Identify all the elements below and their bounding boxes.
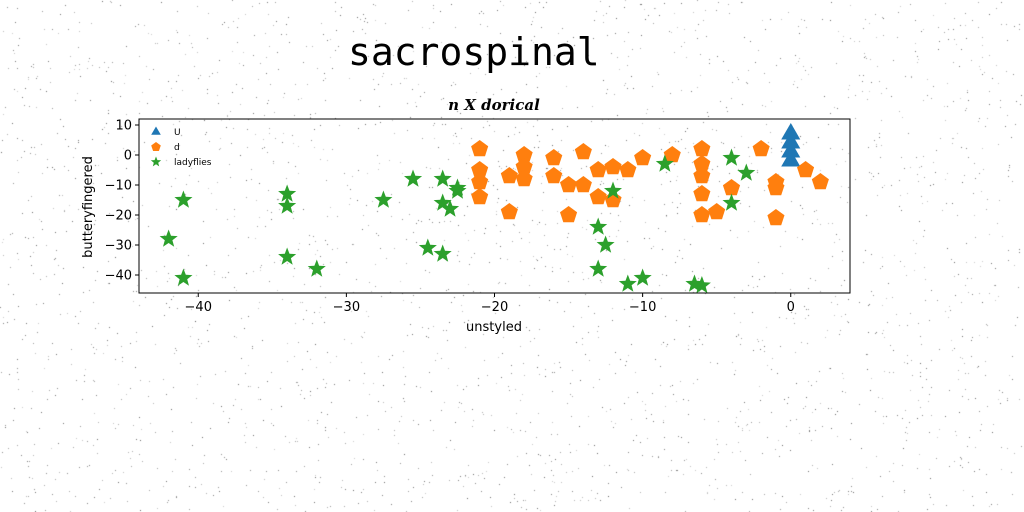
legend-label: d — [174, 143, 180, 153]
point-ladyflies — [448, 181, 467, 199]
point-d — [589, 188, 607, 205]
x-tick-label: −10 — [629, 300, 656, 315]
x-tick-label: −40 — [185, 300, 212, 315]
point-d — [560, 206, 578, 223]
point-ladyflies — [433, 244, 452, 262]
point-ladyflies — [418, 238, 437, 256]
point-ladyflies — [441, 199, 460, 217]
y-tick-label: 10 — [115, 119, 132, 134]
y-tick-label: 0 — [124, 149, 132, 164]
point-d — [604, 158, 622, 175]
point-d — [722, 179, 741, 196]
y-tick-label: −10 — [105, 179, 132, 194]
point-ladyflies — [722, 148, 741, 166]
point-d — [500, 167, 518, 184]
chart-marks — [159, 123, 829, 294]
x-tick-label: 0 — [787, 300, 795, 315]
point-d — [560, 176, 578, 193]
point-d — [471, 161, 489, 178]
point-d — [515, 170, 533, 187]
point-d — [574, 143, 592, 160]
y-axis-ticks: 10 0 −10 −20 −30 −40 — [105, 119, 139, 284]
point-u — [781, 141, 801, 158]
point-d — [634, 149, 652, 166]
point-d — [515, 158, 533, 175]
point-d — [619, 161, 637, 178]
legend-label: ladyflies — [174, 158, 212, 168]
point-d — [545, 149, 563, 166]
y-tick-label: −20 — [105, 209, 132, 224]
y-tick-label: −30 — [105, 239, 132, 254]
point-d — [693, 206, 711, 223]
point-ladyflies — [278, 184, 297, 202]
point-ladyflies — [278, 247, 297, 265]
legend-label: U — [174, 128, 181, 138]
legend-marker — [150, 156, 162, 167]
point-d — [693, 140, 711, 157]
point-ladyflies — [655, 154, 674, 172]
point-u — [781, 150, 801, 167]
point-d — [663, 146, 681, 163]
point-ladyflies — [604, 181, 622, 199]
point-ladyflies — [433, 193, 452, 211]
point-u — [781, 123, 801, 140]
figure-suptitle: sacrospinal — [348, 30, 600, 74]
point-d — [708, 203, 726, 220]
point-ladyflies — [278, 196, 297, 214]
x-tick-label: −20 — [481, 300, 508, 315]
point-ladyflies — [404, 169, 423, 187]
chart-title: n X dorical — [448, 96, 540, 114]
point-d — [500, 203, 518, 220]
x-tick-label: −30 — [333, 300, 360, 315]
point-d — [752, 140, 770, 157]
point-ladyflies — [433, 169, 452, 187]
point-d — [471, 140, 489, 157]
point-ladyflies — [596, 235, 615, 253]
point-ladyflies — [633, 268, 652, 286]
x-axis-ticks: −40 −30 −20 −10 0 — [185, 293, 795, 315]
chart-legend: Ud ladyflies — [150, 126, 212, 168]
point-ladyflies — [722, 193, 741, 211]
legend-marker — [151, 126, 161, 135]
point-d — [693, 155, 711, 172]
point-d — [693, 185, 711, 202]
legend-marker — [151, 142, 161, 151]
point-d — [767, 179, 785, 196]
point-ladyflies — [174, 268, 193, 286]
point-d — [471, 188, 489, 205]
point-d — [574, 176, 592, 193]
point-d — [797, 161, 815, 178]
point-ladyflies — [618, 274, 637, 292]
point-d — [811, 173, 829, 190]
point-ladyflies — [737, 163, 756, 181]
point-ladyflies — [174, 190, 193, 208]
point-d — [545, 167, 563, 184]
point-ladyflies — [374, 190, 393, 208]
plot-frame — [138, 118, 851, 294]
point-d — [589, 161, 607, 178]
point-d — [693, 167, 711, 184]
point-ladyflies — [589, 259, 608, 277]
point-ladyflies — [589, 217, 608, 235]
y-tick-label: −40 — [105, 269, 132, 284]
point-ladyflies — [307, 259, 326, 277]
point-d — [515, 146, 533, 163]
point-ladyflies — [692, 276, 711, 294]
x-axis-label: unstyled — [466, 320, 522, 335]
point-ladyflies — [159, 229, 178, 247]
y-axis-label: butteryfingered — [81, 156, 96, 258]
point-u — [781, 132, 801, 149]
point-d — [767, 209, 785, 226]
point-d — [471, 173, 489, 190]
